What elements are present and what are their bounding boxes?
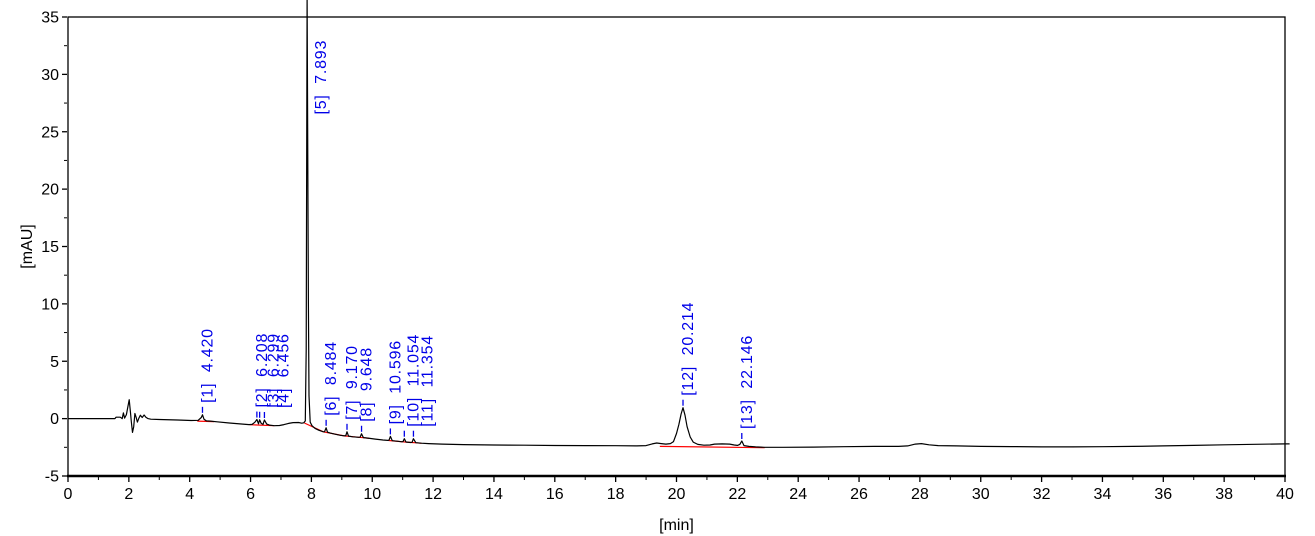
- x-tick-label: 32: [1033, 486, 1051, 503]
- peak-label: [1] 4.420: [199, 328, 216, 403]
- peak-label: [11] 11.354: [419, 335, 436, 427]
- y-axis-title: [mAU]: [19, 224, 36, 268]
- x-tick-label: 14: [485, 486, 503, 503]
- x-tick-label: 24: [789, 486, 807, 503]
- x-tick-label: 38: [1215, 486, 1233, 503]
- peak-label: [12] 20.214: [680, 302, 697, 396]
- peak-label: [10] 11.054: [405, 334, 422, 427]
- integration-baseline: [659, 445, 765, 449]
- peak-labels: [1] 4.420 [2] 6.208[3] 6.299[4] 6.456 [5] …: [199, 40, 756, 440]
- x-axis: 0 2 4 6 8 10 12 14 16 18 20 22 24 26 28 30 32 34 36 38 40[mi…: [64, 477, 1294, 534]
- y-tick-label: 5: [50, 354, 59, 371]
- x-axis-title: [min]: [659, 517, 694, 534]
- peak-label: [6] 8.484: [323, 341, 340, 416]
- y-tick-label: 35: [41, 10, 59, 27]
- x-tick-label: 10: [363, 486, 381, 503]
- peak-label: [7] 9.170: [344, 345, 361, 420]
- peak-label: [8] 9.648: [359, 347, 376, 422]
- peak-label: [13] 22.146: [739, 335, 756, 429]
- peak-label: [4] 6.456: [275, 333, 292, 408]
- y-tick-label: -5: [45, 469, 59, 486]
- x-tick-label: 34: [1094, 486, 1112, 503]
- peak-label: [2] 6.208: [254, 333, 271, 408]
- signal-trace: [68, 0, 1290, 448]
- x-tick-label: 36: [1154, 486, 1172, 503]
- x-tick-label: 6: [246, 486, 255, 503]
- y-tick-label: 15: [41, 239, 59, 256]
- x-tick-label: 18: [607, 486, 625, 503]
- y-tick-label: 30: [41, 67, 59, 84]
- x-tick-label: 20: [668, 486, 686, 503]
- x-tick-label: 8: [307, 486, 316, 503]
- x-tick-label: 26: [850, 486, 868, 503]
- x-tick-label: 22: [728, 486, 746, 503]
- y-tick-label: 20: [41, 182, 59, 199]
- peak-label: [9] 10.596: [387, 340, 404, 424]
- peak-label: [3] 6.299: [266, 333, 283, 408]
- y-axis: -5 0 5 10 15 20 25 30 35 [mAU]: [19, 10, 67, 486]
- x-tick-label: 4: [185, 486, 194, 503]
- y-tick-label: 0: [50, 411, 59, 428]
- x-tick-label: 2: [124, 486, 133, 503]
- plot-frame: [67, 16, 1286, 477]
- x-tick-label: 12: [424, 486, 442, 503]
- x-tick-label: 16: [546, 486, 564, 503]
- x-tick-label: 28: [911, 486, 929, 503]
- y-tick-label: 25: [41, 124, 59, 141]
- x-tick-label: 40: [1276, 486, 1294, 503]
- peak-label: [5] 7.893: [313, 40, 330, 115]
- x-tick-label: 0: [64, 486, 73, 503]
- x-tick-label: 30: [972, 486, 990, 503]
- y-tick-label: 10: [41, 296, 59, 313]
